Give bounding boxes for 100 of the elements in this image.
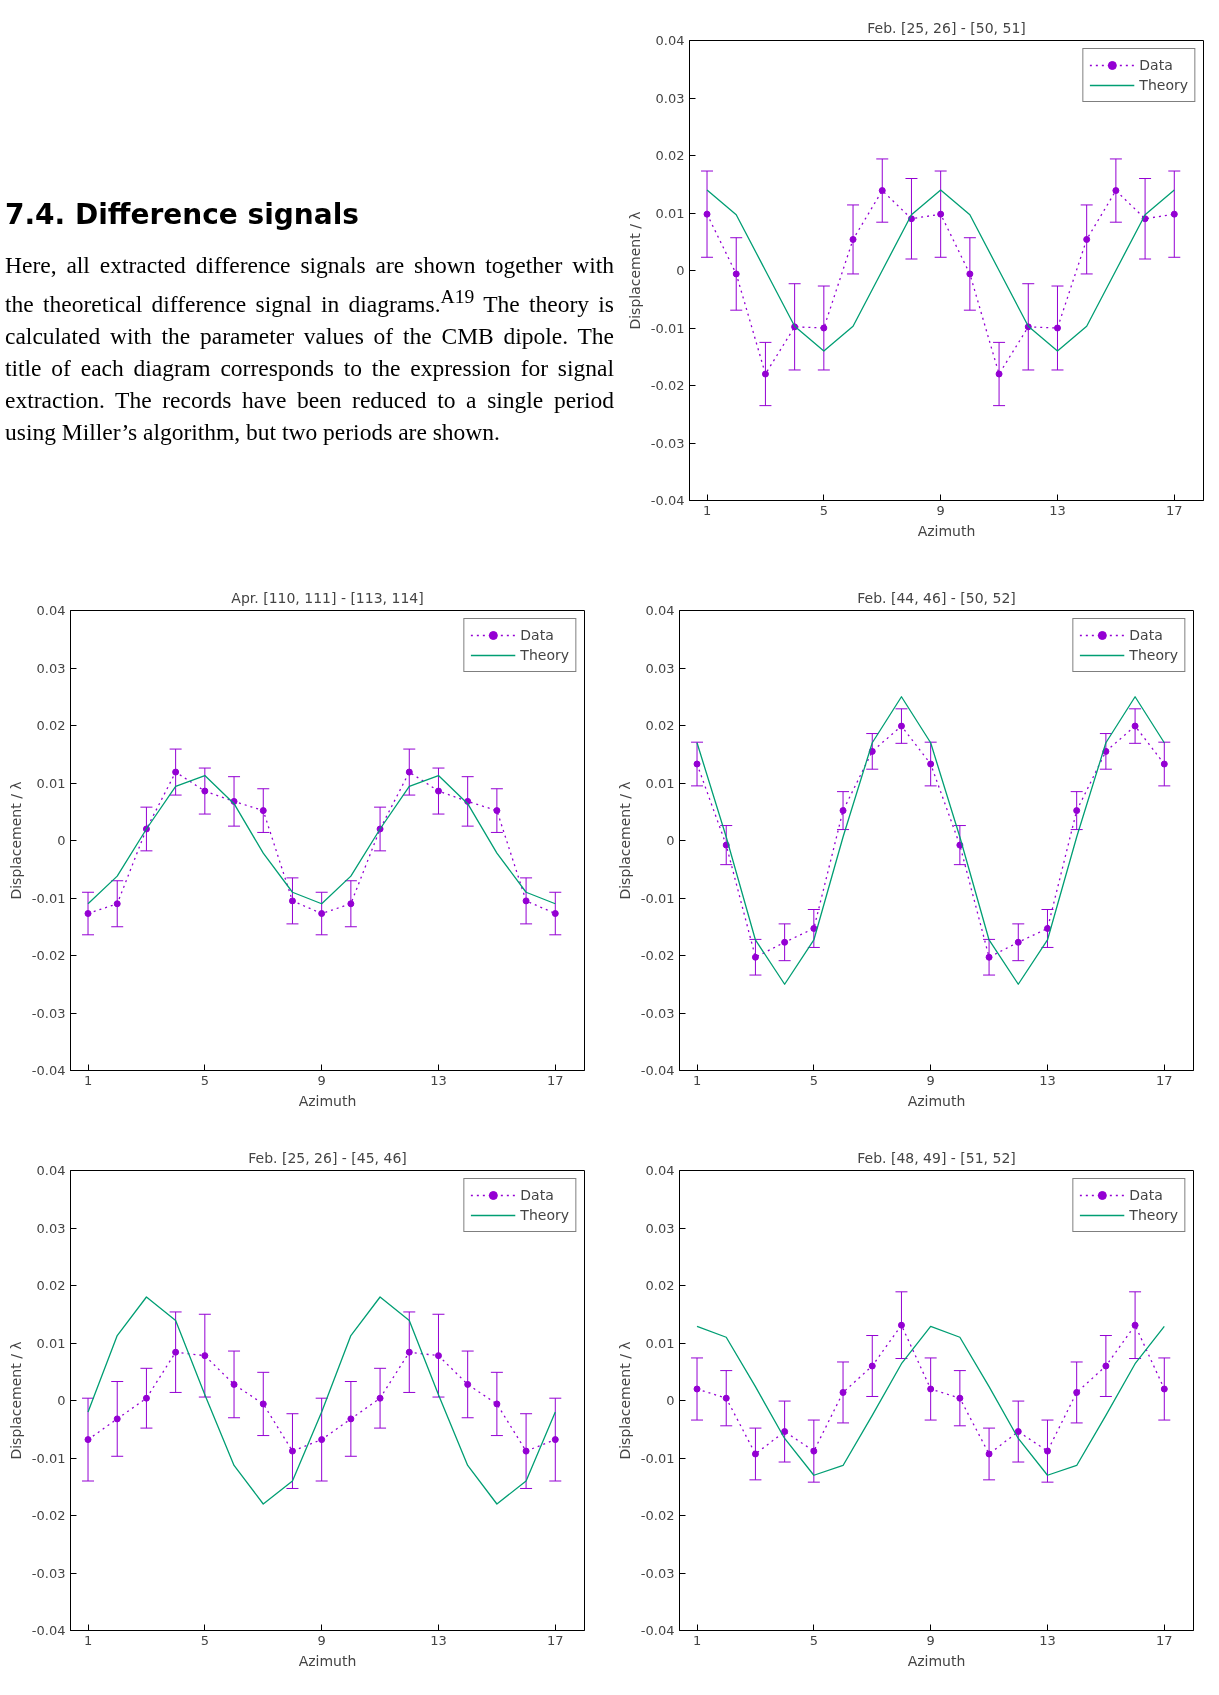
x-tick-label: 17 [547, 1632, 564, 1648]
point [1112, 187, 1120, 195]
y-tick-label: -0.03 [640, 1565, 675, 1581]
y-tick-label: -0.01 [640, 1450, 675, 1466]
y-axis-title: Displacement / λ [616, 1341, 633, 1460]
point [703, 210, 711, 218]
legend-label: Data [520, 627, 554, 643]
legend-label: Theory [520, 1207, 569, 1223]
x-tick-label: 17 [1156, 1072, 1173, 1088]
y-tick-label: -0.03 [640, 1005, 675, 1021]
x-tick-label: 13 [430, 1072, 447, 1088]
point [1102, 747, 1110, 755]
x-tick-label: 17 [547, 1072, 564, 1088]
x-tick-label: 13 [430, 1632, 447, 1648]
point [1083, 235, 1091, 243]
y-tick-label: 0.02 [645, 718, 675, 733]
point [995, 370, 1003, 378]
chart-title: Apr. [110, 111] - [113, 114] [231, 589, 424, 606]
y-tick-label: 0.01 [645, 775, 675, 791]
x-tick-label: 1 [692, 1632, 702, 1648]
x-axis-title: Azimuth [907, 1652, 966, 1669]
point [1073, 807, 1081, 815]
y-tick-label: -0.01 [31, 1450, 66, 1466]
point [405, 1348, 413, 1356]
y-tick-label: 0.04 [36, 603, 66, 618]
legend-label: Theory [1129, 1207, 1178, 1223]
x-tick-label: 1 [692, 1072, 702, 1088]
y-tick-label: 0 [57, 1393, 66, 1408]
point [318, 910, 326, 918]
x-tick-label: 9 [926, 1632, 935, 1648]
y-tick-label: -0.01 [650, 320, 685, 336]
y-tick-label: 0.04 [655, 33, 685, 48]
y-tick-label: -0.02 [640, 948, 675, 963]
point [551, 910, 559, 918]
chart-title: Feb. [25, 26] - [50, 51] [867, 19, 1026, 36]
point [1160, 760, 1168, 768]
y-tick-label: -0.02 [31, 948, 66, 963]
text: Here, all extracted difference signals are shown together with the theoretical difference signal in diagrams.$^{A19}$ The theory is calculated with the parameter values of the CMB dipole. The title of each diagram corresponds to the expression for signal extraction. The records have been reduced to a single period using Miller’s algorithm, but two periods are shown. [5, 251, 614, 447]
point [839, 1388, 847, 1396]
y-tick-label: -0.04 [640, 1063, 675, 1078]
point [288, 897, 296, 905]
x-axis-title: Azimuth [298, 1092, 357, 1109]
legend-label: Theory [1129, 647, 1178, 663]
point [1014, 938, 1022, 946]
y-tick-label: 0.04 [645, 603, 675, 618]
point [1043, 1447, 1051, 1455]
y-tick-label: -0.02 [640, 1508, 675, 1523]
x-axis-title: Azimuth [907, 1092, 966, 1109]
point [201, 1352, 209, 1360]
point [761, 370, 769, 378]
y-tick-label: -0.04 [31, 1623, 66, 1638]
point [810, 1447, 818, 1455]
point [434, 787, 442, 795]
point [113, 900, 121, 908]
x-tick-label: 1 [83, 1632, 93, 1648]
y-tick-label: -0.01 [31, 890, 66, 906]
y-tick-label: 0.02 [36, 718, 66, 733]
point [897, 722, 905, 730]
y-axis-title: Displacement / λ [626, 211, 643, 330]
legend-label: Theory [520, 647, 569, 663]
point [1170, 210, 1178, 218]
y-axis-title: Displacement / λ [7, 1341, 24, 1460]
point [84, 1436, 92, 1444]
y-tick-label: 0.01 [645, 1335, 675, 1351]
y-tick-label: 0.01 [36, 1335, 66, 1351]
x-tick-label: 17 [1166, 502, 1183, 518]
point [985, 953, 993, 961]
x-tick-label: 17 [1156, 1632, 1173, 1648]
point [142, 1394, 150, 1402]
chart-title: Feb. [25, 26] - [45, 46] [248, 1149, 407, 1166]
legend-label: Theory [1139, 77, 1188, 93]
y-tick-label: 0.03 [645, 1220, 675, 1236]
y-axis-title: Displacement / λ [616, 781, 633, 900]
y-tick-label: 0.03 [655, 90, 685, 106]
y-tick-label: -0.03 [650, 435, 685, 451]
point [347, 1415, 355, 1423]
y-tick-label: 0.03 [645, 660, 675, 676]
line-series [87, 1296, 556, 1505]
point [405, 768, 413, 776]
y-tick-label: 0.04 [645, 1163, 675, 1178]
point [493, 1400, 501, 1408]
point [318, 1436, 326, 1444]
y-tick-label: 0.01 [36, 775, 66, 791]
point [732, 270, 740, 278]
point [522, 1447, 530, 1455]
point [84, 910, 92, 918]
y-tick-label: 0.02 [36, 1278, 66, 1293]
y-tick-label: -0.04 [640, 1623, 675, 1638]
point [751, 953, 759, 961]
point [937, 210, 945, 218]
point [172, 1348, 180, 1356]
y-tick-label: 0.01 [655, 205, 685, 221]
point [956, 1394, 964, 1402]
point [927, 760, 935, 768]
point [810, 924, 818, 932]
x-tick-label: 9 [317, 1072, 326, 1088]
x-tick-label: 9 [926, 1072, 935, 1088]
legend-label: Data [1129, 627, 1163, 643]
point [201, 787, 209, 795]
text: 7.4. Difference signals [5, 197, 360, 233]
